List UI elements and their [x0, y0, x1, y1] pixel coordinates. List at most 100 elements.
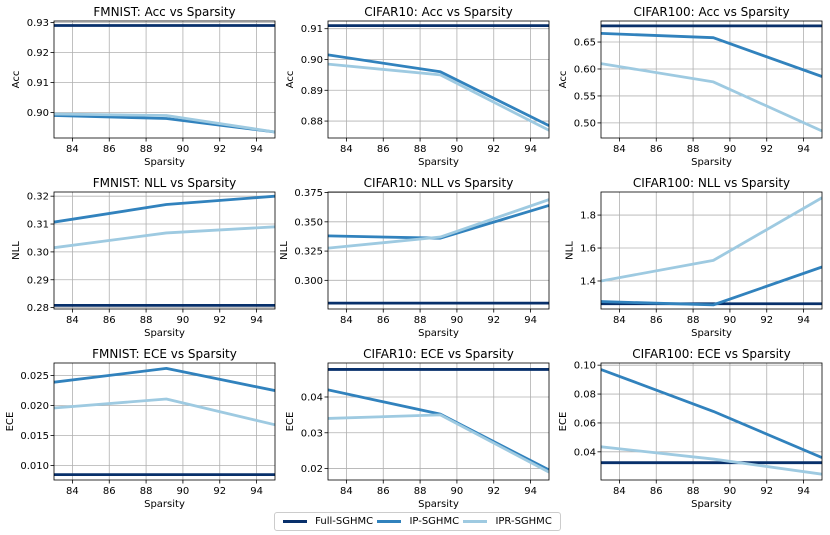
legend-item-ip-sghmc: IP-SGHMC [377, 516, 459, 527]
x-tick-label: 84 [340, 486, 353, 497]
x-tick-label: 84 [66, 315, 79, 326]
y-tick-label: 0.60 [574, 64, 596, 75]
legend-item-full-sghmc: Full-SGHMC [283, 516, 373, 527]
y-tick-label: 0.06 [574, 418, 596, 429]
legend-item-ipr-sghmc: IPR-SGHMC [463, 516, 552, 527]
axes-frame [53, 362, 276, 481]
subplot-title: CIFAR10: ECE vs Sparsity [363, 347, 514, 361]
x-tick-label: 88 [414, 486, 427, 497]
y-tick-label: 1.4 [580, 276, 596, 287]
series-line-ipr-sghmc [54, 225, 275, 250]
subplot-cifar10-ece-vs-sparsity: 84 86 88 90 92 94 0.02 0.03 0.04 CIFAR10: ECE vs … [285, 347, 550, 510]
x-tick-label: 92 [487, 315, 500, 326]
y-tick-label: 0.31 [27, 220, 49, 231]
x-tick-label: 92 [760, 315, 773, 326]
y-axis-label: NLL [564, 241, 575, 260]
series-line-ipr-sghmc [601, 196, 822, 283]
y-tick-label: 0.88 [301, 117, 323, 128]
series-line-ip-sghmc [54, 114, 275, 134]
y-tick-label: 0.375 [294, 188, 323, 199]
x-tick-label: 86 [377, 144, 390, 155]
x-tick-label: 94 [524, 315, 537, 326]
y-axis-label: ECE [285, 412, 296, 432]
y-tick-label: 0.08 [574, 390, 596, 401]
subplot-title: CIFAR10: NLL vs Sparsity [364, 176, 514, 190]
x-tick-label: 90 [177, 486, 190, 497]
series-line-ip-sghmc [601, 368, 822, 459]
y-tick-label: 0.10 [574, 361, 596, 372]
subplot-fmnist-nll-vs-sparsity: 84 86 88 90 92 94 0.28 0.29 0.30 0.31 0.32 FMNIST: … [11, 176, 276, 339]
subplot-cifar100-ece-vs-sparsity: 84 86 88 90 92 94 0.04 0.06 0.08 0.10 CIFAR100: EC… [558, 347, 823, 510]
x-tick-label: 84 [613, 315, 626, 326]
x-tick-label: 84 [340, 144, 353, 155]
y-tick-label: 0.91 [301, 24, 323, 35]
x-tick-label: 92 [760, 144, 773, 155]
y-tick-label: 0.02 [301, 464, 323, 475]
x-tick-label: 88 [140, 144, 153, 155]
y-axis-label: ECE [5, 412, 16, 432]
x-tick-label: 86 [103, 486, 116, 497]
axes-frame [327, 191, 550, 310]
x-tick-label: 84 [613, 144, 626, 155]
x-tick-label: 90 [177, 315, 190, 326]
x-tick-label: 90 [724, 144, 737, 155]
y-tick-label: 0.50 [574, 118, 596, 129]
x-tick-label: 94 [797, 486, 810, 497]
y-tick-label: 0.325 [294, 247, 323, 258]
y-tick-label: 0.025 [20, 371, 49, 382]
y-axis-label: Acc [285, 71, 296, 89]
x-tick-label: 90 [177, 144, 190, 155]
x-tick-label: 92 [760, 486, 773, 497]
x-tick-label: 88 [687, 486, 700, 497]
x-tick-label: 86 [650, 486, 663, 497]
y-tick-label: 0.350 [294, 217, 323, 228]
x-tick-label: 88 [414, 315, 427, 326]
y-axis-label: NLL [11, 241, 22, 260]
x-tick-label: 94 [250, 486, 263, 497]
x-axis-label: Sparsity [418, 157, 459, 168]
series-line-ip-sghmc [54, 366, 275, 392]
y-tick-label: 1.6 [580, 244, 596, 255]
series-line-ip-sghmc [328, 53, 549, 127]
x-tick-label: 94 [524, 486, 537, 497]
x-tick-label: 88 [140, 315, 153, 326]
x-tick-label: 88 [687, 144, 700, 155]
x-tick-label: 84 [66, 486, 79, 497]
y-tick-label: 0.91 [27, 78, 49, 89]
x-tick-label: 94 [797, 315, 810, 326]
subplot-title: CIFAR100: ECE vs Sparsity [632, 347, 790, 361]
series-line-ip-sghmc [54, 194, 275, 224]
subplot-cifar10-nll-vs-sparsity: 84 86 88 90 92 94 0.300 0.325 0.350 0.375 CIFAR10:… [279, 176, 550, 339]
x-tick-label: 92 [487, 144, 500, 155]
series-line-ipr-sghmc [601, 445, 822, 476]
subplot-cifar100-acc-vs-sparsity: 84 86 88 90 92 94 0.50 0.55 0.60 0.65 CIFAR100: Ac… [558, 5, 823, 168]
y-tick-label: 0.03 [301, 428, 323, 439]
subplot-cifar10-acc-vs-sparsity: 84 86 88 90 92 94 0.88 0.89 0.90 0.91 CIFAR10: Acc… [285, 5, 550, 168]
legend-swatch-ip-sghmc [377, 520, 402, 523]
series-line-ipr-sghmc [328, 413, 549, 474]
legend-label: IPR-SGHMC [495, 516, 552, 527]
x-tick-label: 88 [414, 144, 427, 155]
x-tick-label: 86 [377, 315, 390, 326]
y-tick-label: 0.020 [20, 401, 49, 412]
y-axis-label: NLL [279, 241, 290, 260]
subplot-cifar100-nll-vs-sparsity: 84 86 88 90 92 94 1.4 1.6 1.8 CIFAR100: NLL vs Sp… [564, 176, 823, 339]
x-tick-label: 88 [140, 486, 153, 497]
x-tick-label: 92 [213, 486, 226, 497]
y-tick-label: 0.90 [301, 55, 323, 66]
x-tick-label: 86 [103, 144, 116, 155]
y-tick-label: 0.04 [574, 447, 596, 458]
x-tick-label: 90 [451, 315, 464, 326]
y-tick-label: 0.90 [27, 108, 49, 119]
y-tick-label: 0.29 [27, 275, 49, 286]
legend: Full-SGHMC IP-SGHMC IPR-SGHMC [274, 512, 561, 531]
series-line-ipr-sghmc [328, 62, 549, 132]
x-axis-label: Sparsity [418, 499, 459, 510]
axes-frame [53, 20, 276, 139]
x-tick-label: 86 [103, 315, 116, 326]
y-tick-label: 0.89 [301, 86, 323, 97]
axes-frame [327, 362, 550, 481]
y-tick-label: 0.65 [574, 38, 596, 49]
x-tick-label: 90 [724, 315, 737, 326]
x-tick-label: 86 [377, 486, 390, 497]
